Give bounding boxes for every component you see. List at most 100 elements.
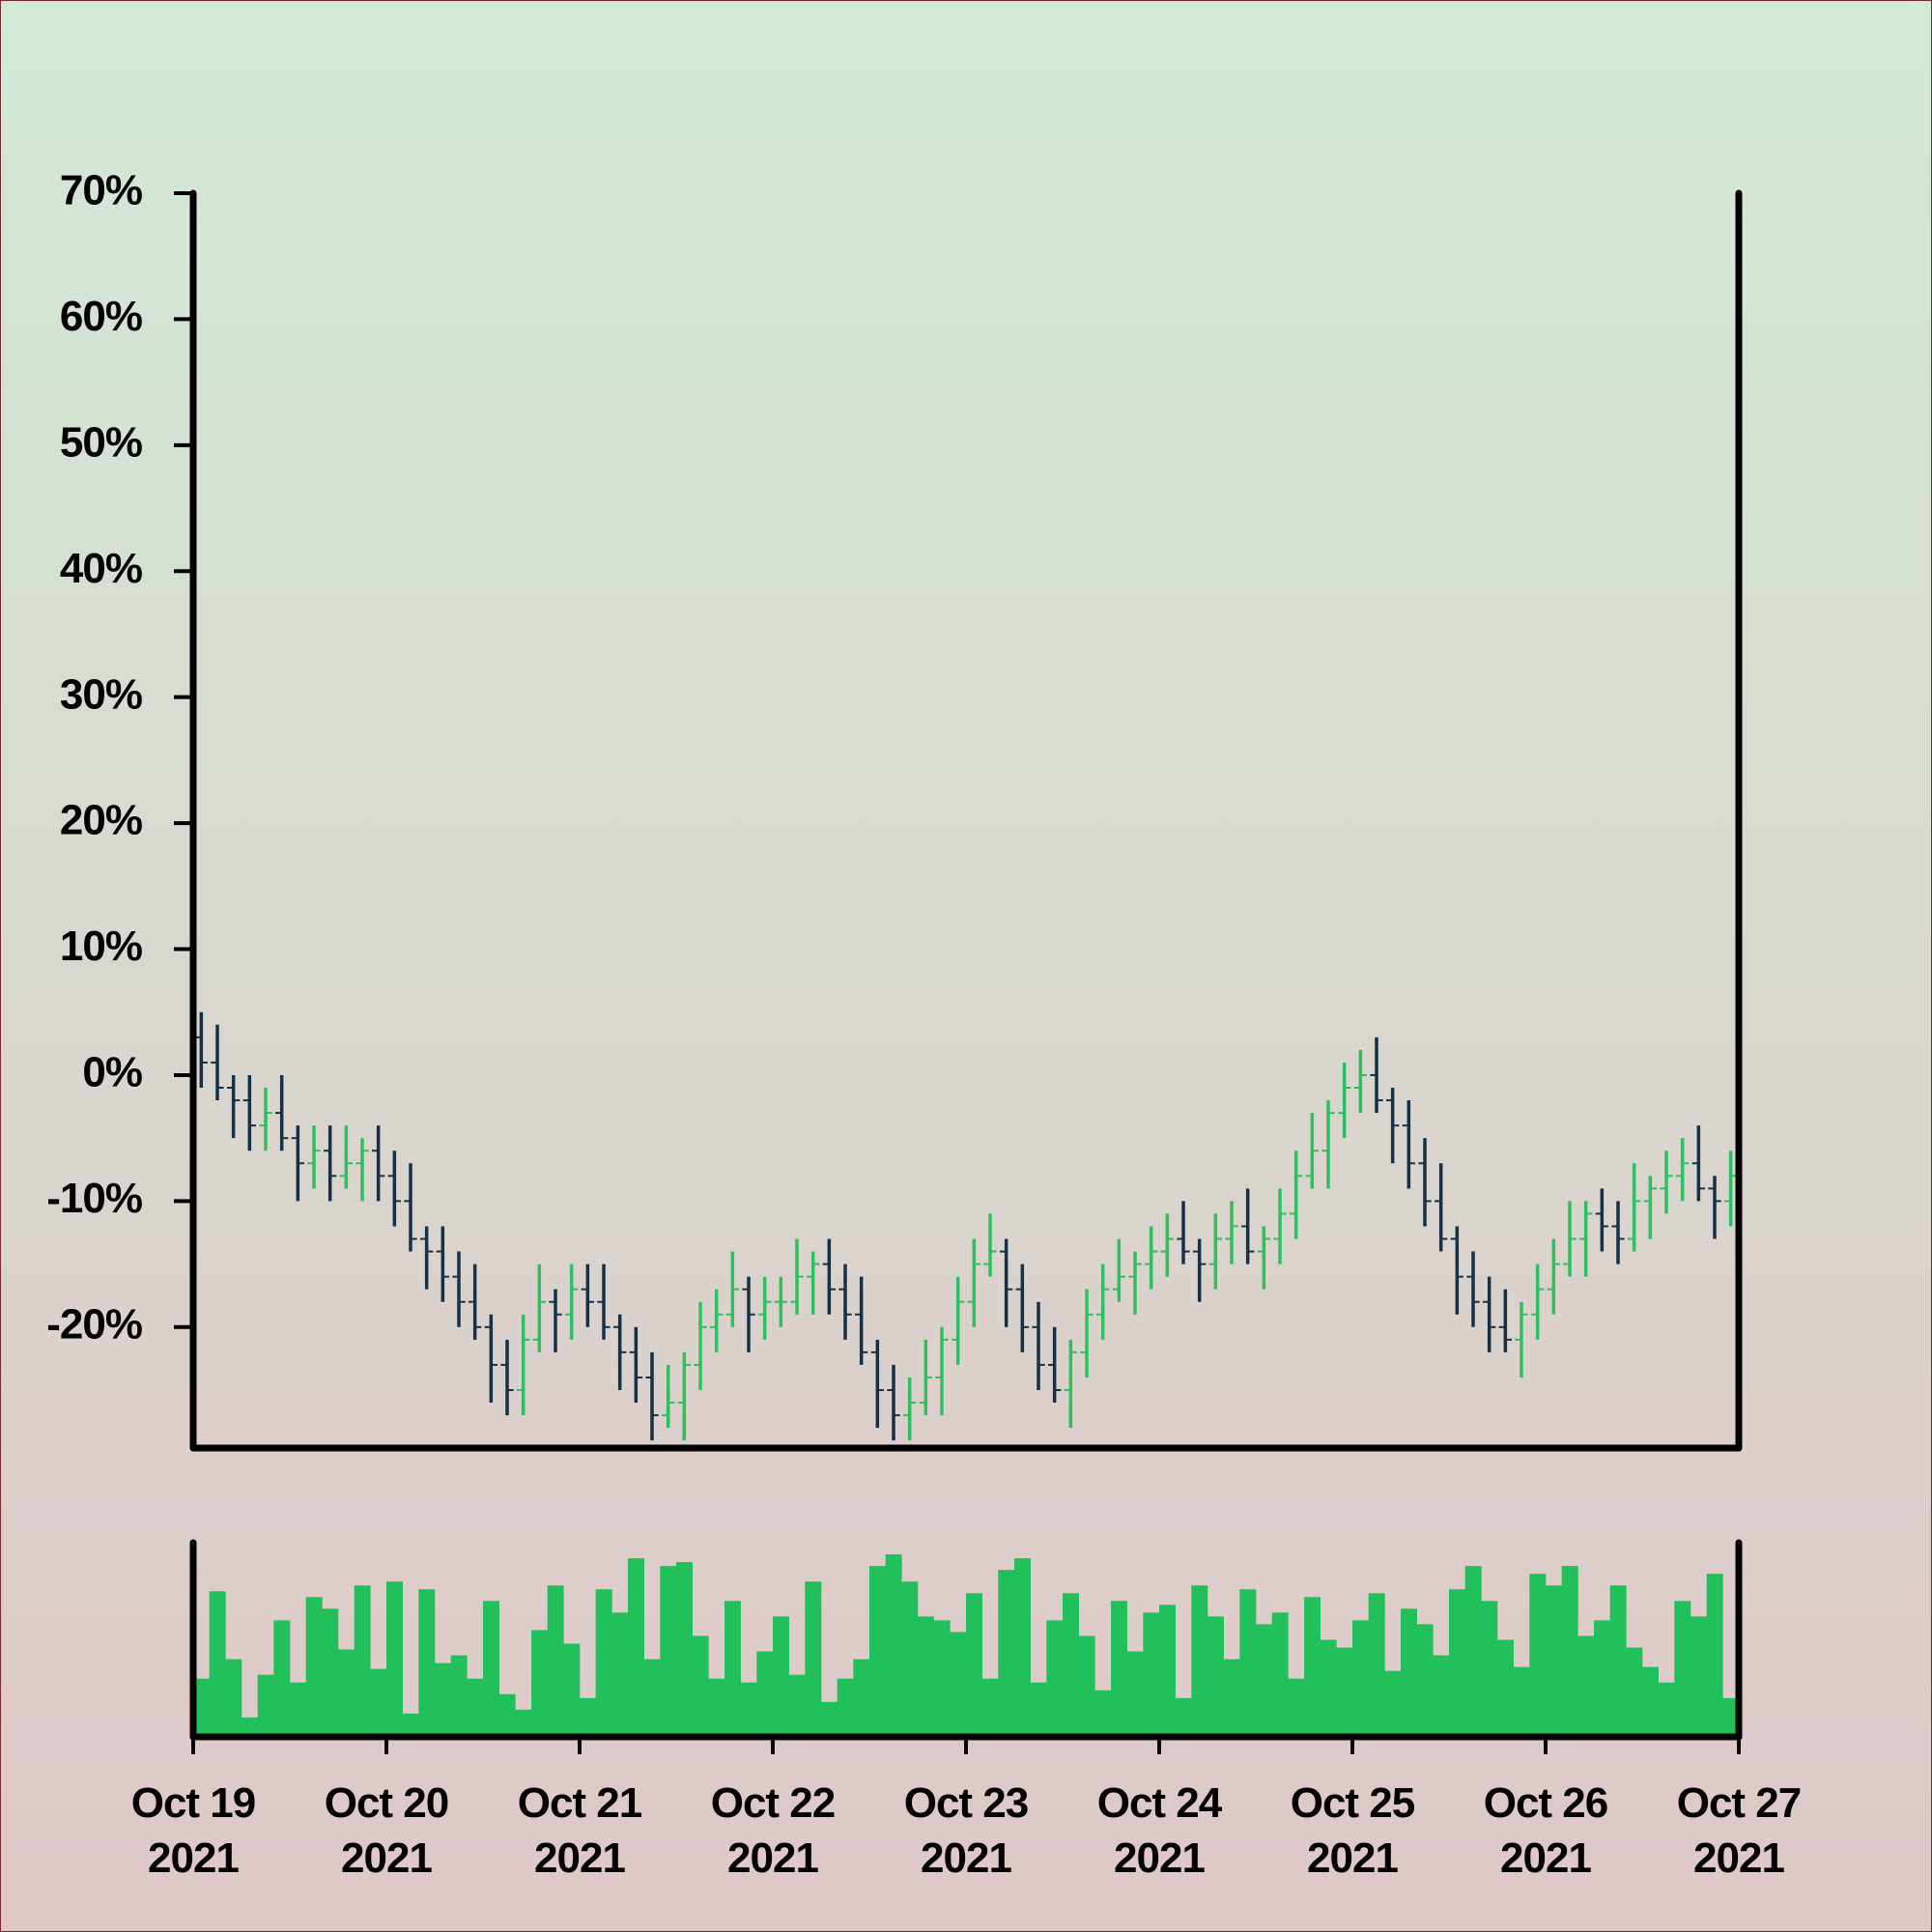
x-tick-label: Oct 22 2021 bbox=[711, 1779, 836, 1882]
volume-bar bbox=[1352, 1620, 1369, 1737]
volume-bar bbox=[773, 1616, 789, 1737]
ohlc-bar bbox=[1643, 1176, 1657, 1239]
volume-bar bbox=[1464, 1566, 1482, 1737]
y-tick-label: -20% bbox=[46, 1300, 142, 1348]
volume-bar bbox=[1529, 1574, 1547, 1737]
volume-bar bbox=[1416, 1624, 1434, 1737]
volume-bar bbox=[756, 1651, 774, 1737]
volume-bar bbox=[1546, 1585, 1562, 1737]
ohlc-bar bbox=[742, 1276, 755, 1352]
ohlc-bar bbox=[1402, 1100, 1415, 1189]
ohlc-bar bbox=[581, 1264, 594, 1327]
volume-bar bbox=[837, 1678, 854, 1737]
ohlc-bar bbox=[404, 1163, 417, 1252]
ohlc-bar bbox=[1498, 1289, 1512, 1352]
ohlc-bar bbox=[1547, 1238, 1560, 1315]
volume-bar bbox=[515, 1709, 532, 1737]
ohlc-bar bbox=[1708, 1176, 1721, 1239]
volume-bar bbox=[273, 1620, 291, 1737]
volume-bar bbox=[386, 1581, 403, 1737]
y-tick-label: 60% bbox=[60, 293, 142, 340]
ohlc-bar bbox=[339, 1125, 353, 1189]
volume-bar bbox=[193, 1678, 210, 1737]
x-tick-label: Oct 25 2021 bbox=[1291, 1779, 1415, 1882]
ohlc-bar bbox=[790, 1238, 804, 1315]
ohlc-bar bbox=[935, 1326, 949, 1416]
ohlc-bar bbox=[1080, 1289, 1094, 1378]
volume-bar bbox=[933, 1620, 951, 1737]
ohlc-bar bbox=[1435, 1163, 1448, 1252]
volume-bar bbox=[257, 1674, 274, 1737]
volume-bar bbox=[1111, 1601, 1127, 1737]
volume-bar bbox=[966, 1593, 982, 1737]
volume-bar bbox=[981, 1678, 999, 1737]
ohlc-bar bbox=[1160, 1213, 1174, 1277]
ohlc-bar bbox=[355, 1138, 369, 1202]
ohlc-bar bbox=[822, 1238, 836, 1315]
ohlc-bar bbox=[855, 1276, 868, 1365]
x-tick-label: Oct 26 2021 bbox=[1484, 1779, 1608, 1882]
x-tick-label: Oct 19 2021 bbox=[131, 1779, 256, 1882]
volume-bar bbox=[1497, 1639, 1514, 1737]
ohlc-bar bbox=[629, 1326, 642, 1404]
volume-bar bbox=[1658, 1682, 1675, 1737]
volume-bar bbox=[563, 1643, 581, 1737]
ohlc-bar bbox=[1208, 1213, 1222, 1290]
ohlc-bar bbox=[983, 1213, 997, 1277]
ohlc-bar bbox=[838, 1264, 852, 1340]
ohlc-bar bbox=[1257, 1226, 1270, 1290]
ohlc-bar bbox=[613, 1314, 627, 1391]
volume-bar bbox=[1368, 1593, 1385, 1737]
ohlc-bar bbox=[211, 1024, 224, 1101]
ohlc-bar bbox=[242, 1074, 256, 1151]
volume-bar bbox=[1046, 1620, 1064, 1737]
ohlc-bar bbox=[500, 1339, 514, 1416]
volume-bar bbox=[611, 1612, 629, 1737]
ohlc-bar bbox=[420, 1226, 434, 1290]
ohlc-bar bbox=[565, 1264, 579, 1340]
volume-bar bbox=[547, 1585, 564, 1737]
ohlc-bar bbox=[1628, 1163, 1641, 1252]
volume-bar bbox=[1674, 1601, 1691, 1737]
volume-bar bbox=[338, 1649, 355, 1737]
volume-bar bbox=[322, 1608, 339, 1737]
volume-bar bbox=[1208, 1616, 1224, 1737]
volume-bar bbox=[805, 1581, 822, 1737]
ohlc-bar bbox=[1064, 1339, 1077, 1429]
volume-bar bbox=[1401, 1608, 1417, 1737]
ohlc-bar bbox=[694, 1301, 707, 1391]
volume-bar bbox=[1159, 1605, 1176, 1737]
x-tick-label: Oct 27 2021 bbox=[1677, 1779, 1802, 1882]
volume-bar bbox=[1030, 1682, 1047, 1737]
ohlc-bar bbox=[967, 1238, 980, 1327]
y-tick-label: 50% bbox=[60, 418, 142, 466]
volume-bar bbox=[1078, 1635, 1095, 1737]
ohlc-bar bbox=[919, 1339, 932, 1416]
volume-bar bbox=[1288, 1678, 1305, 1737]
volume-bar bbox=[1320, 1639, 1337, 1737]
volume-bar bbox=[1239, 1589, 1257, 1737]
volume-bar bbox=[1690, 1616, 1707, 1737]
ohlc-bar bbox=[1096, 1264, 1110, 1340]
ohlc-bar bbox=[807, 1251, 820, 1315]
volume-bar bbox=[901, 1581, 919, 1737]
volume-bar bbox=[1126, 1651, 1144, 1737]
ohlc-bar bbox=[887, 1364, 900, 1441]
volume-bar bbox=[1223, 1659, 1240, 1737]
ohlc-bar bbox=[1515, 1301, 1528, 1378]
ohlc-bar bbox=[1386, 1087, 1400, 1164]
ohlc-bar bbox=[725, 1251, 739, 1327]
volume-bar bbox=[1642, 1666, 1659, 1737]
ohlc-bar bbox=[1418, 1138, 1432, 1227]
ohlc-bar bbox=[452, 1251, 466, 1327]
volume-bar bbox=[290, 1682, 306, 1737]
ohlc-bar bbox=[1450, 1226, 1463, 1315]
volume-bar bbox=[1577, 1635, 1595, 1737]
ohlc-bar bbox=[1048, 1326, 1062, 1404]
volume-bar bbox=[498, 1693, 516, 1737]
y-tick-label: 0% bbox=[82, 1049, 142, 1096]
ohlc-bar bbox=[1611, 1201, 1625, 1264]
volume-bar bbox=[1706, 1574, 1723, 1737]
ohlc-bar bbox=[227, 1074, 241, 1139]
volume-bar bbox=[1594, 1620, 1610, 1737]
